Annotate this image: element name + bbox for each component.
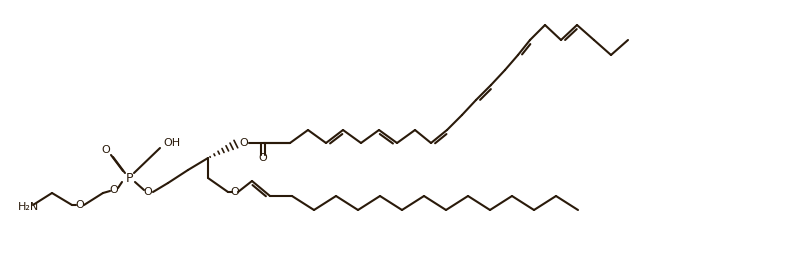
Text: O: O: [75, 200, 84, 210]
Text: OH: OH: [163, 138, 180, 148]
Text: O: O: [102, 145, 110, 155]
Text: P: P: [126, 171, 134, 184]
Text: O: O: [258, 153, 267, 163]
Text: H₂N: H₂N: [18, 202, 39, 212]
Text: O: O: [144, 187, 152, 197]
Text: O: O: [110, 185, 118, 195]
Text: O: O: [239, 138, 248, 148]
Text: O: O: [230, 187, 239, 197]
